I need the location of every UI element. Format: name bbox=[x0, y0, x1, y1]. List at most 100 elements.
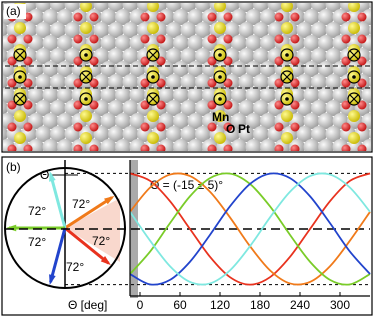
pt-atom bbox=[3, 48, 8, 64]
pt-atom bbox=[238, 48, 255, 64]
pt-atom bbox=[245, 35, 262, 51]
o-atom bbox=[207, 122, 217, 132]
pt-atom bbox=[28, 61, 44, 77]
pt-atom bbox=[35, 74, 52, 90]
o-atom bbox=[7, 122, 17, 132]
x-tick-label: 120 bbox=[210, 298, 230, 312]
pt-atom bbox=[238, 22, 255, 38]
pt-atom bbox=[296, 100, 313, 116]
pt-atom bbox=[173, 35, 189, 51]
pt-atom bbox=[369, 128, 371, 140]
o-atom bbox=[341, 144, 351, 151]
o-atom bbox=[223, 12, 233, 22]
panel-a-frame bbox=[1, 1, 373, 153]
species-label: O bbox=[226, 122, 235, 136]
mn-atom bbox=[348, 110, 360, 122]
pt-atom bbox=[238, 100, 255, 116]
o-atom bbox=[156, 34, 166, 44]
pt-atom bbox=[108, 74, 124, 90]
pt-atom bbox=[129, 87, 146, 103]
pt-atom bbox=[173, 139, 189, 151]
pt-atom bbox=[42, 35, 59, 51]
o-atom bbox=[274, 12, 284, 22]
pt-atom bbox=[231, 35, 247, 51]
pt-atom bbox=[115, 9, 131, 25]
spin-dot bbox=[352, 75, 356, 79]
o-atom bbox=[7, 100, 17, 110]
pt-atom bbox=[64, 22, 81, 38]
spin-x bbox=[148, 94, 158, 104]
o-atom bbox=[156, 122, 166, 132]
pt-atom bbox=[303, 61, 320, 77]
pt-atom bbox=[245, 113, 262, 129]
pt-atom bbox=[50, 48, 66, 64]
pt-atom bbox=[187, 61, 204, 77]
pt-atom bbox=[57, 61, 73, 77]
angle-label: 72° bbox=[66, 260, 84, 274]
pt-atom bbox=[3, 126, 8, 142]
o-atom bbox=[290, 100, 300, 110]
pt-atom bbox=[318, 113, 334, 129]
pt-atom bbox=[369, 50, 371, 62]
pt-atom bbox=[260, 61, 276, 77]
pt-atom bbox=[187, 113, 204, 129]
angle-label: 72° bbox=[72, 197, 90, 211]
o-atom bbox=[341, 122, 351, 132]
spin-dot bbox=[285, 97, 289, 101]
pt-atom bbox=[93, 74, 110, 90]
pt-atom bbox=[129, 9, 146, 25]
pt-atom bbox=[180, 22, 197, 38]
o-atom bbox=[156, 12, 166, 22]
pt-atom bbox=[195, 22, 211, 38]
pt-atom bbox=[173, 61, 189, 77]
pt-atom bbox=[115, 87, 131, 103]
arrow bbox=[49, 227, 67, 283]
o-atom bbox=[73, 144, 83, 151]
spin-dot bbox=[218, 75, 222, 79]
pt-atom bbox=[100, 35, 117, 51]
pt-atom bbox=[231, 113, 247, 129]
pt-atom bbox=[100, 113, 117, 129]
pt-atom bbox=[57, 113, 73, 129]
pt-atom bbox=[231, 61, 247, 77]
pt-atom bbox=[303, 113, 320, 129]
o-atom bbox=[140, 56, 150, 66]
pt-atom bbox=[260, 35, 276, 51]
curve bbox=[129, 172, 371, 286]
o-atom bbox=[290, 56, 300, 66]
mn-atom bbox=[348, 3, 360, 12]
o-atom bbox=[357, 12, 367, 22]
o-atom bbox=[7, 144, 17, 151]
o-atom bbox=[156, 100, 166, 110]
pt-atom bbox=[303, 35, 320, 51]
mn-atom bbox=[80, 3, 92, 12]
pt-atom bbox=[93, 22, 110, 38]
pt-atom bbox=[195, 48, 211, 64]
pt-atom bbox=[57, 35, 73, 51]
o-atom bbox=[140, 78, 150, 88]
atom-image bbox=[0, 3, 371, 151]
o-atom bbox=[23, 34, 33, 44]
pt-atom bbox=[296, 22, 313, 38]
pt-atom bbox=[0, 113, 1, 129]
pt-atom bbox=[180, 126, 197, 142]
o-atom bbox=[89, 100, 99, 110]
o-atom bbox=[223, 78, 233, 88]
pt-atom bbox=[180, 100, 197, 116]
mn-atom bbox=[80, 110, 92, 122]
o-atom bbox=[23, 100, 33, 110]
o-atom bbox=[290, 122, 300, 132]
spin-x bbox=[15, 94, 25, 104]
pt-atom bbox=[361, 87, 371, 103]
o-atom bbox=[357, 78, 367, 88]
pt-atom bbox=[318, 87, 334, 103]
pt-atom bbox=[0, 9, 1, 25]
pt-atom bbox=[108, 22, 124, 38]
mn-atom bbox=[80, 22, 92, 34]
pt-atom bbox=[253, 100, 269, 116]
pt-atom bbox=[231, 87, 247, 103]
o-atom bbox=[223, 144, 233, 151]
curve bbox=[129, 172, 371, 286]
spin-x bbox=[148, 50, 158, 60]
o-atom bbox=[207, 34, 217, 44]
